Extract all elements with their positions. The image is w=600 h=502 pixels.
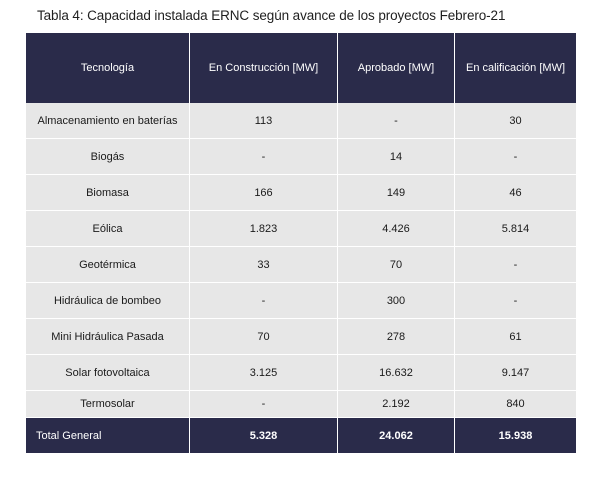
table-caption: Tabla 4: Capacidad instalada ERNC según … [37,8,506,23]
table-row: Mini Hidráulica Pasada 70 278 61 [26,319,576,355]
cell-in-qualification: - [455,283,576,319]
table-header-row: Tecnología En Construcción [MW] Aprobado… [26,33,576,103]
cell-under-construction: 113 [190,103,338,139]
cell-approved: 2.192 [338,391,455,418]
cell-under-construction: - [190,283,338,319]
table-row: Termosolar - 2.192 840 [26,391,576,418]
cell-approved: 149 [338,175,455,211]
cell-in-qualification: 61 [455,319,576,355]
cell-in-qualification: 840 [455,391,576,418]
cell-technology: Eólica [26,211,190,247]
table-row: Solar fotovoltaica 3.125 16.632 9.147 [26,355,576,391]
cell-under-construction: 33 [190,247,338,283]
cell-technology: Hidráulica de bombeo [26,283,190,319]
cell-under-construction: 3.125 [190,355,338,391]
cell-technology: Mini Hidráulica Pasada [26,319,190,355]
table-row: Biogás - 14 - [26,139,576,175]
cell-technology: Solar fotovoltaica [26,355,190,391]
cell-under-construction: - [190,139,338,175]
cell-approved: 14 [338,139,455,175]
header-approved: Aprobado [MW] [338,33,455,103]
total-approved: 24.062 [338,418,455,453]
cell-technology: Termosolar [26,391,190,418]
cell-in-qualification: - [455,139,576,175]
cell-under-construction: - [190,391,338,418]
cell-in-qualification: 30 [455,103,576,139]
cell-approved: 278 [338,319,455,355]
cell-approved: 70 [338,247,455,283]
header-technology: Tecnología [26,33,190,103]
total-in-qualification: 15.938 [455,418,576,453]
cell-technology: Biomasa [26,175,190,211]
cell-approved: - [338,103,455,139]
cell-technology: Biogás [26,139,190,175]
cell-under-construction: 70 [190,319,338,355]
total-under-construction: 5.328 [190,418,338,453]
table-row: Hidráulica de bombeo - 300 - [26,283,576,319]
cell-in-qualification: 46 [455,175,576,211]
cell-technology: Almacenamiento en baterías [26,103,190,139]
table-row: Geotérmica 33 70 - [26,247,576,283]
cell-approved: 300 [338,283,455,319]
cell-in-qualification: 9.147 [455,355,576,391]
table-total-row: Total General 5.328 24.062 15.938 [26,418,576,453]
cell-under-construction: 166 [190,175,338,211]
table-row: Biomasa 166 149 46 [26,175,576,211]
cell-approved: 16.632 [338,355,455,391]
cell-technology: Geotérmica [26,247,190,283]
header-in-qualification: En calificación [MW] [455,33,576,103]
cell-approved: 4.426 [338,211,455,247]
total-label: Total General [26,418,190,453]
cell-in-qualification: - [455,247,576,283]
capacity-table: Tecnología En Construcción [MW] Aprobado… [26,33,576,453]
table-row: Almacenamiento en baterías 113 - 30 [26,103,576,139]
cell-under-construction: 1.823 [190,211,338,247]
header-under-construction: En Construcción [MW] [190,33,338,103]
cell-in-qualification: 5.814 [455,211,576,247]
table-row: Eólica 1.823 4.426 5.814 [26,211,576,247]
